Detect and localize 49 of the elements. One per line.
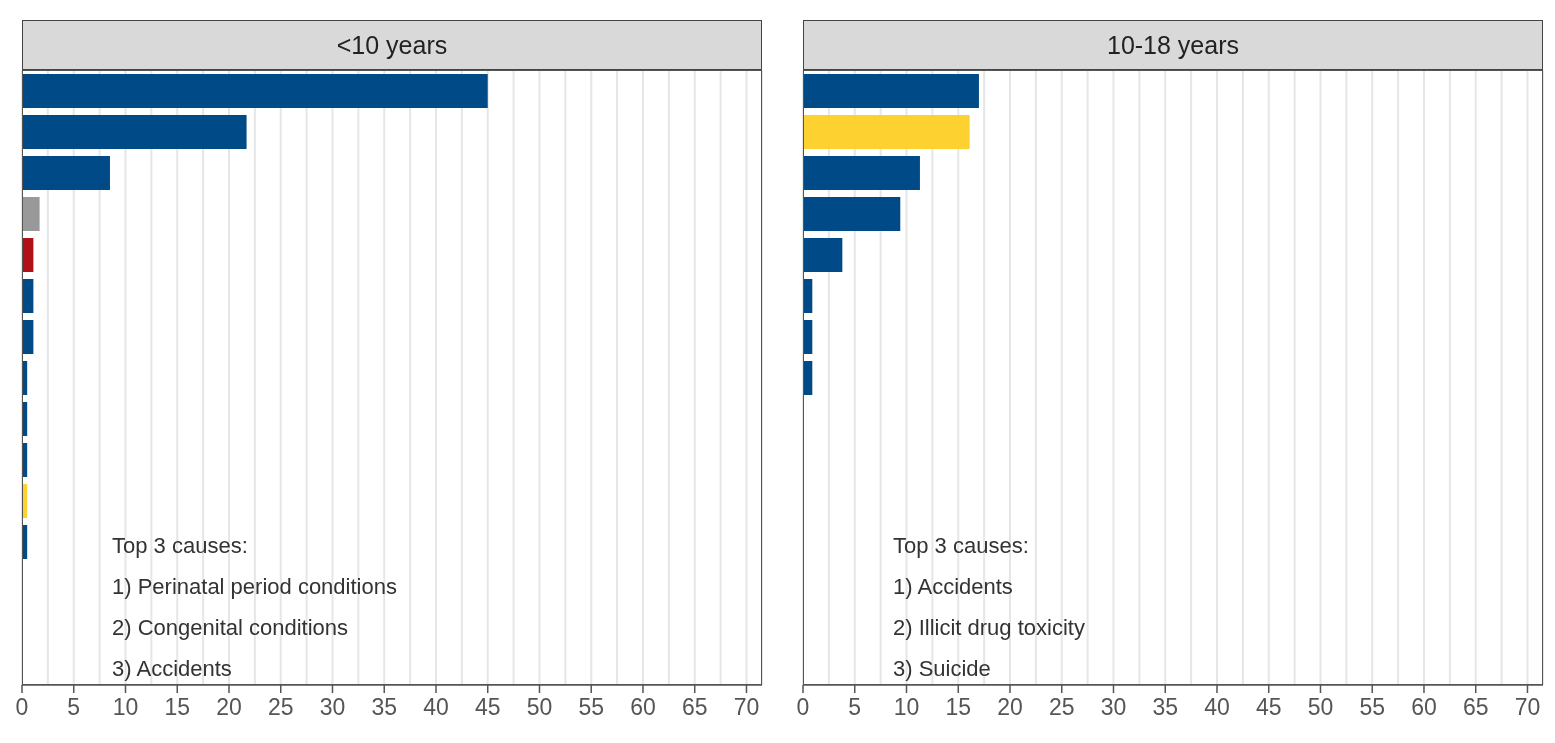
x-tick-label: 25 <box>267 694 294 720</box>
x-tick-label: 50 <box>1307 694 1334 720</box>
chart-title: 10-18 years <box>1106 30 1240 60</box>
x-tick-label: 20 <box>216 694 242 720</box>
x-tick-label: 20 <box>997 694 1023 720</box>
x-tick-label: 25 <box>1048 694 1075 720</box>
x-tick-label: 55 <box>1359 694 1386 720</box>
x-tick-label: 10 <box>112 694 139 720</box>
x-tick-label: 35 <box>1152 694 1179 720</box>
annotation: 3) Suicide <box>893 655 992 683</box>
x-tick-label: 5 <box>67 694 81 720</box>
bar <box>803 197 901 231</box>
chart-title: <10 years <box>336 30 448 60</box>
x-tick-label: 40 <box>1204 694 1230 720</box>
x-tick-label: 35 <box>371 694 398 720</box>
x-tick-label: 65 <box>1462 694 1489 720</box>
x-tick-label: 60 <box>630 694 656 720</box>
x-tick-label: 15 <box>164 694 191 720</box>
x-tick-label: 70 <box>733 694 760 720</box>
x-tick-label: 0 <box>15 694 29 720</box>
x-tick-label: 30 <box>1100 694 1127 720</box>
x-tick-label: 45 <box>474 694 501 720</box>
bar <box>22 115 247 149</box>
bar <box>22 156 110 190</box>
x-tick-label: 50 <box>526 694 553 720</box>
bar <box>803 238 843 272</box>
bar <box>22 197 40 231</box>
x-tick-label: 60 <box>1411 694 1437 720</box>
x-tick-label: 15 <box>945 694 972 720</box>
annotation: 1) Perinatal period conditions <box>112 573 397 601</box>
x-tick-label: 30 <box>319 694 346 720</box>
annotation: 3) Accidents <box>112 655 233 683</box>
x-tick-label: 70 <box>1514 694 1541 720</box>
bar <box>22 74 488 108</box>
x-tick-label: 10 <box>893 694 920 720</box>
annotation: Top 3 causes: <box>112 532 249 560</box>
x-tick-label: 45 <box>1255 694 1282 720</box>
x-tick-label: 5 <box>848 694 862 720</box>
annotation: 1) Accidents <box>893 573 1014 601</box>
bar <box>803 74 979 108</box>
bar <box>803 115 970 149</box>
x-tick-label: 0 <box>796 694 810 720</box>
x-tick-label: 40 <box>423 694 449 720</box>
annotation: 2) Congenital conditions <box>112 614 350 642</box>
x-tick-label: 55 <box>578 694 605 720</box>
bar <box>803 156 920 190</box>
x-tick-label: 65 <box>681 694 708 720</box>
annotation: Top 3 causes: <box>893 532 1030 560</box>
annotation: 2) Illicit drug toxicity <box>893 614 1085 642</box>
